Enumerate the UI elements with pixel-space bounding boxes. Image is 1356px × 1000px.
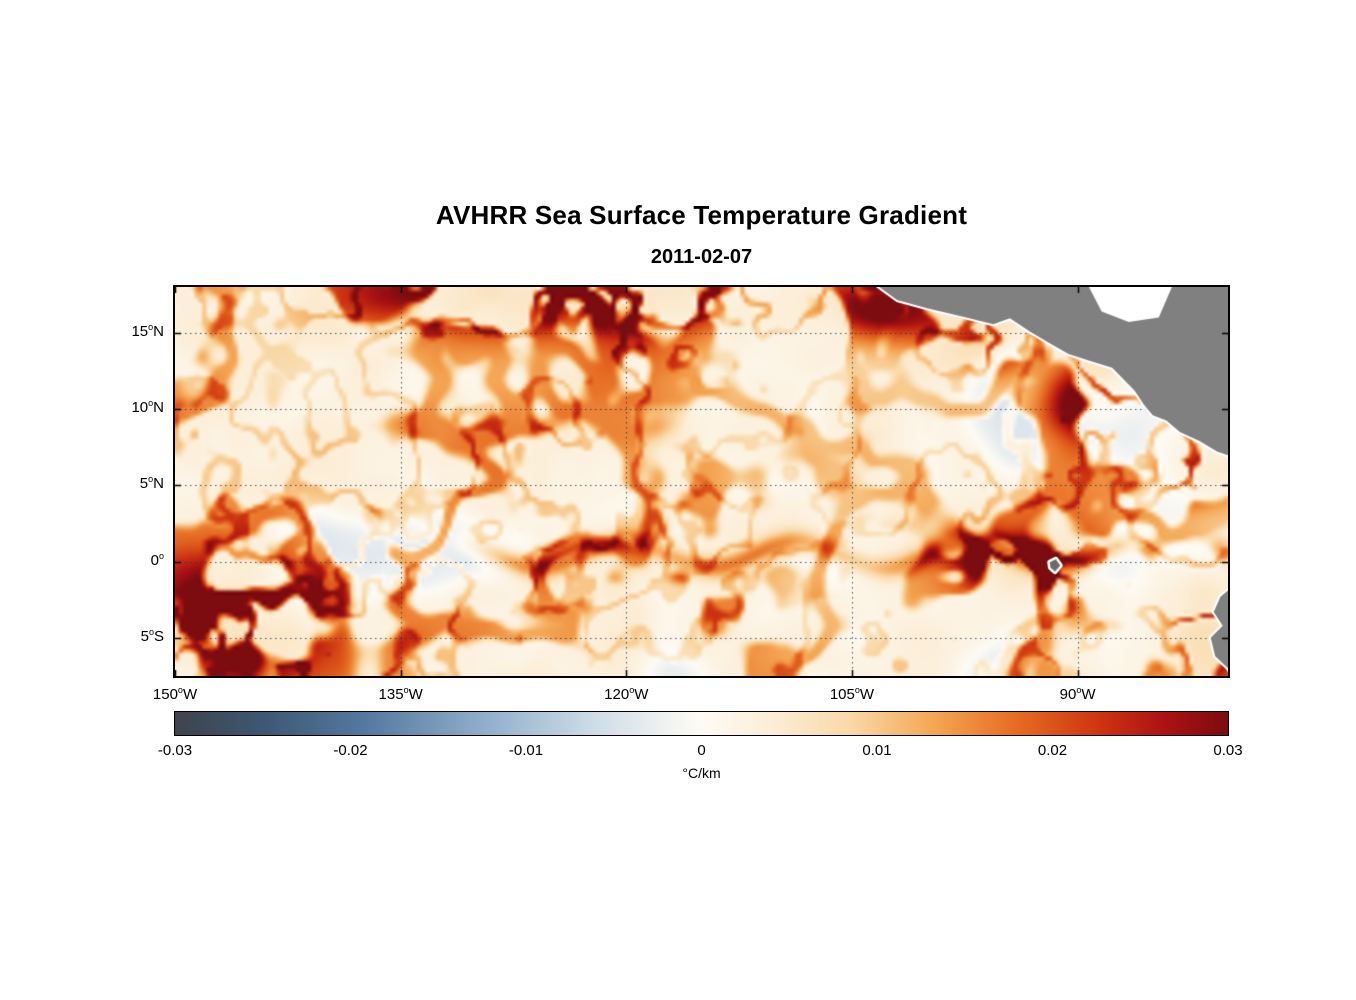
colorbar-tick-label: -0.01 [508,742,544,759]
chart-title: AVHRR Sea Surface Temperature Gradient [435,200,968,230]
colorbar-tick-label: 0.02 [1037,742,1068,759]
y-axis-tick-label: 5oN [139,474,164,493]
colorbar-tick-label: -0.03 [157,742,193,759]
y-axis-tick-label: 0o [150,550,164,569]
sst-gradient-heatmap-canvas [175,287,1228,676]
colorbar-tick-label: 0.01 [862,742,892,759]
x-axis-tick-label: 90oW [1059,685,1096,704]
colorbar-tick-label: -0.02 [333,742,368,759]
map-plot-area [173,285,1230,678]
colorbar-unit-label: °C/km [682,765,721,781]
y-axis-tick-label: 5oS [140,626,164,645]
x-axis-tick-label: 105oW [829,685,875,704]
x-axis-tick-label: 135oW [378,685,423,704]
colorbar-tick-label: 0 [697,742,706,759]
y-axis-tick-label: 15oN [131,321,164,340]
x-axis-tick-label: 120oW [604,685,649,704]
y-axis-tick-label: 10oN [131,398,164,417]
colorbar [174,711,1229,736]
colorbar-tick-label: 0.03 [1213,742,1243,759]
chart-date-subtitle: 2011-02-07 [650,246,753,268]
x-axis-tick-label: 150oW [152,685,198,704]
